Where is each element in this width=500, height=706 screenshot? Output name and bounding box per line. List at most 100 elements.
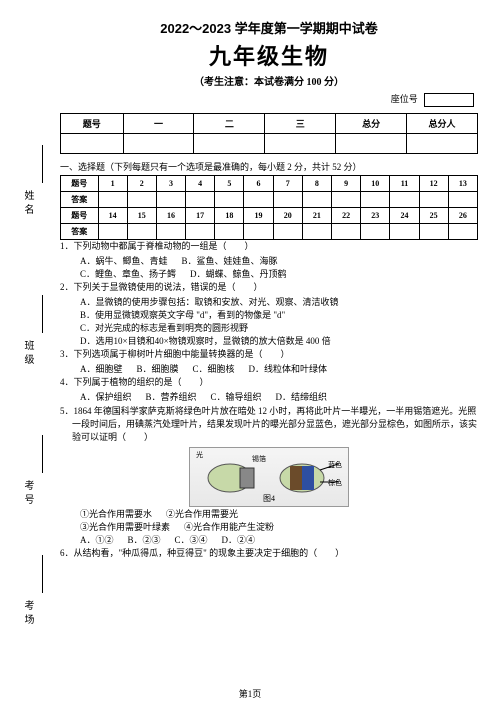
cell: 6 [244,175,273,191]
cell [332,223,361,239]
cell: 24 [390,207,419,223]
opt: C．输导组织 [211,391,262,404]
cell: 10 [361,175,390,191]
section1-title: 一、选择题（下列每题只有一个选项是最准确的，每小题 2 分，共计 52 分） [60,160,478,173]
page-footer: 第1页 [0,687,500,700]
cell [361,191,390,207]
opt: B．②③ [128,534,161,547]
opt: D．②④ [222,534,256,547]
cell: 二 [194,113,265,133]
cell [336,133,407,153]
cell [127,191,156,207]
cell [244,223,273,239]
answer-table: 题号 1 2 3 4 5 6 7 8 9 10 11 12 13 答案 题号 1… [60,175,478,240]
cell: 20 [273,207,302,223]
seat-label: 座位号 [391,94,418,104]
line-room [42,555,43,593]
opt: B．使用显微镜观察英文字母 "d"，看到的物像是 "d" [80,309,478,322]
cell [302,191,331,207]
cell [215,191,244,207]
opt: D．蝴蝶、鲸鱼、丹顶鹤 [190,268,287,281]
opt: ②光合作用需要光 [166,508,238,521]
opt: C．细胞核 [193,363,235,376]
cell: 17 [186,207,215,223]
cell: 26 [448,207,477,223]
cell [407,133,478,153]
score-note: （考生注意：本试卷满分 100 分） [60,73,478,88]
opt: ③光合作用需要叶绿素 [80,521,170,534]
opt: B．营养组织 [146,391,197,404]
opt: A．保护组织 [80,391,132,404]
q1-opts: A．蜗牛、鲫鱼、青蛙 B．鲨鱼、娃娃鱼、海豚 C．鲤鱼、章鱼、扬子鳄 D．蝴蝶、… [60,255,478,281]
cell: 答案 [61,191,99,207]
cell: 5 [215,175,244,191]
main-title: 2022～2023 学年度第一学期期中试卷 [60,18,478,37]
cell [390,191,419,207]
cell [302,223,331,239]
opt: C．③④ [175,534,208,547]
cell: 2 [127,175,156,191]
cell [332,191,361,207]
cell [419,223,448,239]
cell: 22 [332,207,361,223]
cell: 题号 [61,113,124,133]
opt: D．选用10×目镜和40×物镜观察时，显微镜的放大倍数是 400 倍 [80,335,478,348]
label-number: 考号 [20,480,35,508]
cell: 题号 [61,175,99,191]
cell: 总分人 [407,113,478,133]
cell: 题号 [61,207,99,223]
cell [273,191,302,207]
cell [215,223,244,239]
cell: 15 [127,207,156,223]
table-row: 题号 1 2 3 4 5 6 7 8 9 10 11 12 13 [61,175,478,191]
cell: 25 [419,207,448,223]
q3-opts: A．细胞壁 B．细胞膜 C．细胞核 D．线粒体和叶绿体 [60,363,478,376]
cell [186,191,215,207]
cell [448,191,477,207]
line-name [42,145,43,183]
cell [156,223,185,239]
cell: 21 [302,207,331,223]
opt: ①光合作用需要水 [80,508,152,521]
cell: 19 [244,207,273,223]
cell [186,223,215,239]
opt: B．细胞膜 [137,363,179,376]
q5-stem: 5．1864 年德国科学家萨克斯将绿色叶片放在暗处 12 小时，再将此叶片一半曝… [60,405,478,444]
opt: D．线粒体和叶绿体 [249,363,328,376]
opt: A．蜗牛、鲫鱼、青蛙 [80,255,168,268]
cell [244,191,273,207]
opt: A．细胞壁 [80,363,123,376]
opt: B．鲨鱼、娃娃鱼、海豚 [182,255,278,268]
table-row: 答案 [61,223,478,239]
table-row: 题号 14 15 16 17 18 19 20 21 22 23 24 25 2… [61,207,478,223]
margin-labels: 姓名 班级 考号 考场 [8,0,52,706]
q1-stem: 1．下列动物中都属于脊椎动物的一组是（ ） [60,240,478,253]
cell [448,223,477,239]
line-number [42,435,43,473]
opt: ④光合作用能产生淀粉 [184,521,274,534]
cell: 12 [419,175,448,191]
opt: A．①② [80,534,114,547]
cell [194,133,265,153]
seat-box [424,93,474,107]
q5-circled: ①光合作用需要水 ②光合作用需要光 ③光合作用需要叶绿素 ④光合作用能产生淀粉 [60,508,478,534]
cell [361,223,390,239]
cell [265,133,336,153]
subject-title: 九年级生物 [60,39,478,71]
table-row [61,133,478,153]
opt: C．鲤鱼、章鱼、扬子鳄 [80,268,176,281]
figure-caption: 图4 [263,493,275,504]
label-class: 班级 [20,340,35,368]
cell [123,133,194,153]
cell: 7 [273,175,302,191]
cell: 23 [361,207,390,223]
cell: 三 [265,113,336,133]
cell: 3 [156,175,185,191]
cell: 1 [98,175,127,191]
score-table: 题号 一 二 三 总分 总分人 [60,113,478,154]
q2-stem: 2．下列关于显微镜使用的说法，错误的是（ ） [60,281,478,294]
cell [156,191,185,207]
cell: 16 [156,207,185,223]
line-class [42,295,43,333]
cell: 答案 [61,223,99,239]
